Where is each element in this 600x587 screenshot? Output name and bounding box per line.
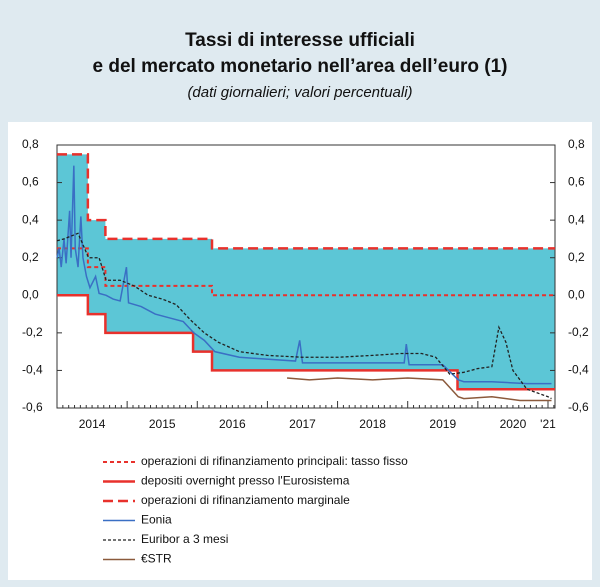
y-tick-label: 0,0 [22,287,39,301]
x-tick-label: 2017 [289,417,316,431]
chart-subtitle: (dati giornalieri; valori percentuali) [187,84,412,101]
x-tick-label: 2016 [219,417,246,431]
legend-label: operazioni di rifinanziamento marginale [141,493,350,507]
chart-title: e del mercato monetario nell’area dell’e… [93,56,508,77]
y2-tick-label: 0,6 [568,175,585,189]
series-line [57,153,555,250]
x-tick-label: 2014 [79,417,106,431]
y2-tick-label: -0,2 [568,325,589,339]
y-tick-label: 0,6 [22,175,39,189]
y-tick-label: 0,4 [22,212,39,226]
x-tick-label: 2015 [149,417,176,431]
chart-title: Tassi di interesse ufficiali [185,30,415,51]
x-tick-label: 2020 [500,417,527,431]
legend-label: operazioni di rifinanziamento principali… [141,454,408,468]
y-tick-label: -0,4 [22,363,43,377]
y-tick-label: -0,2 [22,325,43,339]
y2-tick-label: 0,8 [568,137,585,151]
series-line [56,232,552,400]
legend-label: Euribor a 3 mesi [141,532,228,546]
legend-label: depositi overnight presso l'Eurosistema [141,474,350,488]
y2-tick-label: 0,0 [568,287,585,301]
x-tick-label: 2019 [429,417,456,431]
plot-frame [56,144,556,409]
corridor-fill [57,154,555,390]
series-line [286,377,552,402]
y2-tick-label: 0,2 [568,250,585,264]
y2-tick-label: -0,4 [568,363,589,377]
y2-tick-label: -0,6 [568,400,589,414]
y-tick-label: 0,2 [22,250,39,264]
series-line [56,165,552,385]
y-tick-label: -0,6 [22,400,43,414]
y-tick-label: 0,8 [22,137,39,151]
legend-label: Eonia [141,513,172,527]
x-tick-label: 2018 [359,417,386,431]
legend-label: €STR [141,552,172,566]
x-tick-label: '21 [540,417,556,431]
y2-tick-label: 0,4 [568,212,585,226]
